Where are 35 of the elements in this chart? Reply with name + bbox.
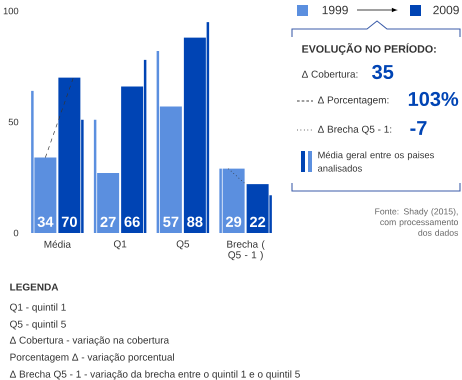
text: 35 [372, 64, 394, 80]
text: EVOLUÇÃO NO PERÍODO: [302, 43, 436, 55]
y-tick-label: 0 [14, 230, 18, 236]
text: Δ Porcentagem: [318, 96, 388, 106]
text: Δ Brecha Q5 - 1 - variação da brecha entre o quintil 1 e o quintil 5 [10, 370, 300, 380]
text: -7 [410, 121, 427, 135]
data-label: 29 [226, 216, 242, 227]
data-label: 70 [62, 216, 77, 227]
legend-label: Média geral entre os paises analisados [318, 151, 434, 172]
x-tick-label: Brecha ( Q5 - 1 ) [227, 240, 265, 260]
x-tick-label: Q5 [176, 240, 190, 250]
x-tick-label: Q1 [114, 240, 126, 250]
y-tick-label: 50 [8, 118, 18, 126]
data-label: 88 [187, 216, 203, 227]
text: Q5 - quintil 5 [10, 320, 66, 330]
bar [222, 168, 245, 233]
text: 103% [408, 92, 458, 106]
text: Δ Brecha Q5 - 1: [318, 125, 392, 135]
text: Porcentagem Δ - variação porcentual [10, 353, 174, 363]
data-label: 27 [100, 216, 116, 227]
text: Δ Cobertura: [302, 70, 358, 78]
text: Q1 - quintil 1 [10, 303, 66, 313]
x-tick-label: Média [44, 240, 71, 248]
y-tick-label: 100 [4, 8, 18, 14]
bar [58, 78, 80, 233]
text: LEGENDA [10, 283, 58, 291]
data-label: 34 [38, 216, 54, 227]
bar [246, 184, 269, 233]
data-label: 66 [124, 216, 140, 227]
source-note: Fonte: Shady (2015), com processamento dos dados [375, 208, 458, 236]
text: Δ Cobertura - variação na cobertura [10, 336, 170, 346]
legend-label: 1999 [322, 6, 348, 14]
legend-label: 2009 [433, 6, 459, 14]
data-label: 57 [163, 216, 178, 227]
data-label: 22 [250, 216, 266, 227]
